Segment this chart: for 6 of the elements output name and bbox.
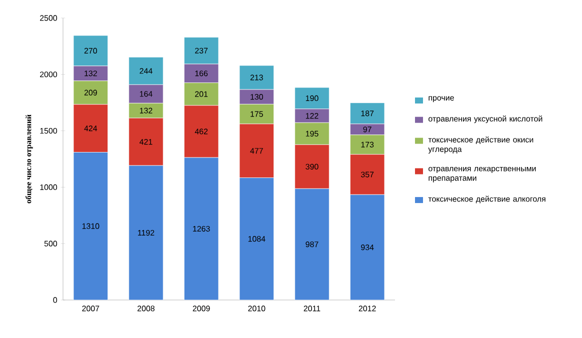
bar — [184, 157, 219, 300]
bar — [128, 165, 164, 300]
bar — [73, 152, 108, 300]
bar — [350, 194, 385, 300]
bar — [294, 188, 330, 300]
bar — [239, 178, 274, 300]
